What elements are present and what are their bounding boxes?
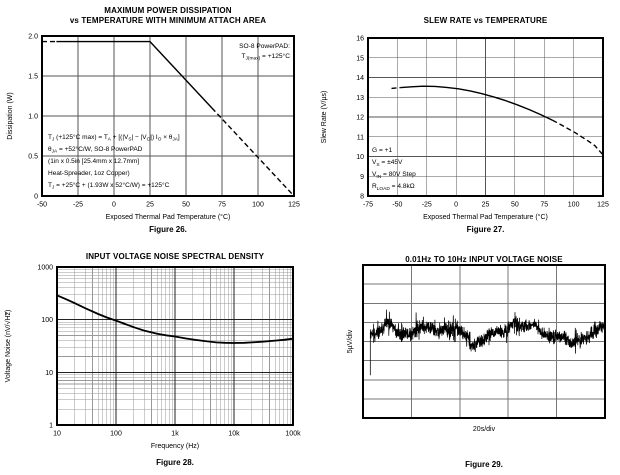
chart-title-line2: vs TEMPERATURE WITH MINIMUM ATTACH AREA xyxy=(69,16,267,25)
chart-title: MAXIMUM POWER DISSIPATION xyxy=(104,6,232,15)
x-tick-label: 0 xyxy=(454,202,458,209)
y-tick-label: 8 xyxy=(360,194,364,201)
y-tick-label: 13 xyxy=(356,95,364,102)
x-tick-label: 0 xyxy=(112,202,116,209)
annotation-line: VS = ±45V xyxy=(372,159,403,168)
y-tick-label: 10 xyxy=(45,370,53,377)
y-tick-label: 1.5 xyxy=(28,74,38,81)
figure-29-plot: 20s/div 5µV/div xyxy=(347,264,606,433)
figure-27: SLEW RATE vs TEMPERATURE -75 -50 -25 0 25 50 7… xyxy=(310,0,620,237)
y-tick-label: 15 xyxy=(356,55,364,62)
y-axis-label: Dissipation (W) xyxy=(7,92,14,139)
x-tick-labels: -50 -25 0 25 50 75 100 125 xyxy=(37,202,300,209)
thermal-conditions: TJ (+125°C max) = TA + [(|VS| − |VO|) IO… xyxy=(48,133,180,190)
y-tick-label: 1.0 xyxy=(28,114,38,121)
y-tick-label: 9 xyxy=(360,174,364,181)
x-tick-label: 10 xyxy=(53,431,61,438)
x-tick-label: -25 xyxy=(73,202,83,209)
x-tick-label: 100k xyxy=(285,431,301,438)
y-tick-labels: 0 0.5 1.0 1.5 2.0 xyxy=(28,34,38,201)
chart-title: INPUT VOLTAGE NOISE SPECTRAL DENSITY xyxy=(85,252,265,261)
y-axis-label: Slew Rate (V/µs) xyxy=(321,91,328,144)
x-tick-label: 75 xyxy=(218,202,226,209)
x-tick-label: 25 xyxy=(482,202,490,209)
x-tick-label: 1k xyxy=(171,431,179,438)
slew-rate-line xyxy=(552,119,604,156)
annotation-line: TJ(max) = +125°C xyxy=(242,52,291,62)
annotation-line: RLOAD = 4.8kΩ xyxy=(372,183,415,192)
x-tick-label: -25 xyxy=(422,202,432,209)
x-tick-label: 25 xyxy=(146,202,154,209)
annotation-line: TJ = +25°C + (1.93W x 52°C/W) = +125°C xyxy=(48,181,170,190)
figure-caption: Figure 28. xyxy=(156,458,194,467)
x-tick-label: -75 xyxy=(363,202,373,209)
x-tick-label: 75 xyxy=(540,202,548,209)
y-tick-label: 16 xyxy=(356,36,364,43)
slew-rate-line xyxy=(400,85,553,121)
y-tick-label: 1 xyxy=(49,423,53,430)
y-tick-label: 100 xyxy=(41,317,53,324)
figure-27-plot: -75 -50 -25 0 25 50 75 100 125 8 9 10 11 12 13 14 15 16 Ex… xyxy=(321,36,609,222)
voltage-noise-density-curve xyxy=(56,294,294,344)
y-tick-labels: 1 10 100 1000 xyxy=(37,265,53,430)
x-tick-label: 125 xyxy=(288,202,300,209)
max-power-dissipation-line xyxy=(211,107,295,197)
y-tick-label: 12 xyxy=(356,115,364,122)
x-axis-label: Exposed Thermal Pad Temperature (°C) xyxy=(106,213,231,221)
plot-border xyxy=(41,35,295,197)
x-tick-label: 50 xyxy=(182,202,190,209)
noise-trace xyxy=(369,309,605,376)
x-tick-label: 10k xyxy=(228,431,240,438)
plot-border xyxy=(367,37,604,197)
y-tick-label: 0 xyxy=(34,194,38,201)
package-note: SO-8 PowerPAD: TJ(max) = +125°C xyxy=(239,43,290,62)
chart-title: 0.01Hz TO 10Hz INPUT VOLTAGE NOISE xyxy=(405,255,563,264)
figure-28: INPUT VOLTAGE NOISE SPECTRAL DENSITY 10 1… xyxy=(0,237,310,475)
annotation-line: TJ (+125°C max) = TA + [(|VS| − |VO|) IO… xyxy=(48,133,180,142)
annotation-line: (1in x 0.5in [25.4mm x 12.7mm] xyxy=(48,158,139,165)
plot-border xyxy=(56,266,294,426)
figure-caption: Figure 26. xyxy=(149,225,187,234)
annotation-line: G = +1 xyxy=(372,147,392,154)
annotation-line: VIN = 80V Step xyxy=(372,171,416,180)
figure-26: MAXIMUM POWER DISSIPATION vs TEMPERATURE… xyxy=(0,0,310,237)
x-tick-labels: -75 -50 -25 0 25 50 75 100 125 xyxy=(363,202,609,209)
x-tick-label: 50 xyxy=(511,202,519,209)
x-tick-label: 125 xyxy=(597,202,609,209)
x-tick-label: 100 xyxy=(252,202,264,209)
test-conditions: G = +1 VS = ±45V VIN = 80V Step RLOAD = 4.8… xyxy=(372,147,416,192)
y-tick-label: 2.0 xyxy=(28,34,38,41)
x-axis-label: 20s/div xyxy=(473,426,496,433)
figure-caption: Figure 27. xyxy=(466,225,505,234)
x-tick-label: 100 xyxy=(110,431,122,438)
x-tick-label: 100 xyxy=(568,202,580,209)
annotation-line: θJA = +52°C/W, SO-8 PowerPAD xyxy=(48,145,143,154)
x-tick-labels: 10 100 1k 10k 100k xyxy=(53,431,301,438)
grid xyxy=(363,265,605,418)
annotation-line: Heat-Spreader, 1oz Copper) xyxy=(48,170,130,177)
max-power-dissipation-line xyxy=(56,40,213,109)
x-tick-label: -50 xyxy=(392,202,402,209)
chart-title: SLEW RATE vs TEMPERATURE xyxy=(423,16,548,25)
y-tick-label: 14 xyxy=(356,75,364,82)
x-axis-label: Frequency (Hz) xyxy=(151,443,199,450)
plot-border xyxy=(362,264,606,419)
y-tick-label: 0.5 xyxy=(28,154,38,161)
y-tick-label: 11 xyxy=(357,134,364,141)
x-tick-label: -50 xyxy=(37,202,47,209)
x-axis-label: Exposed Thermal Pad Temperature (°C) xyxy=(423,213,548,221)
figure-29: 0.01Hz TO 10Hz INPUT VOLTAGE NOISE 20s/d… xyxy=(310,237,620,475)
figure-26-plot: -50 -25 0 25 50 75 100 125 0 0.5 1.0 1.5 2.0 Exposed … xyxy=(7,34,300,222)
y-tick-label: 10 xyxy=(356,154,364,161)
annotation-line: SO-8 PowerPAD: xyxy=(239,43,290,50)
y-tick-labels: 8 9 10 11 12 13 14 15 16 xyxy=(356,36,364,201)
y-axis-label: 5µV/div xyxy=(347,329,354,353)
slew-rate-line xyxy=(391,86,401,90)
y-axis-label: Voltage Noise (nV/√Hz) xyxy=(4,310,12,383)
y-tick-label: 1000 xyxy=(37,265,53,272)
figure-caption: Figure 29. xyxy=(465,460,503,469)
